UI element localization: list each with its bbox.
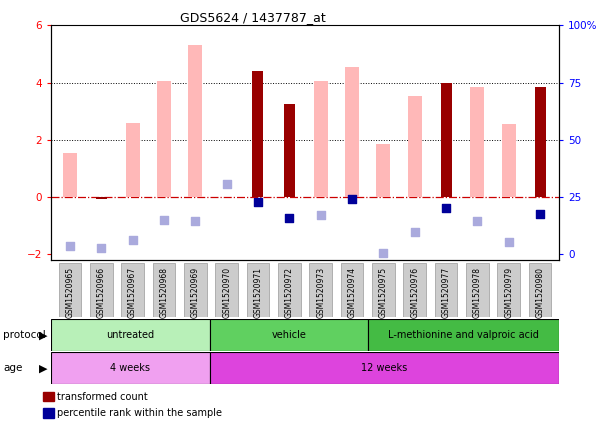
Text: 4 weeks: 4 weeks xyxy=(111,363,150,373)
FancyBboxPatch shape xyxy=(372,263,395,317)
Text: GSM1520980: GSM1520980 xyxy=(535,266,545,318)
Text: GSM1520968: GSM1520968 xyxy=(159,266,168,318)
Text: 12 weeks: 12 weeks xyxy=(361,363,407,373)
FancyBboxPatch shape xyxy=(210,319,368,351)
Bar xyxy=(284,104,295,197)
Point xyxy=(65,243,75,250)
Text: GSM1520967: GSM1520967 xyxy=(128,266,137,318)
FancyBboxPatch shape xyxy=(90,263,112,317)
Text: GDS5624 / 1437787_at: GDS5624 / 1437787_at xyxy=(180,11,325,24)
Bar xyxy=(376,144,391,197)
Text: GSM1520978: GSM1520978 xyxy=(473,266,482,318)
Text: protocol: protocol xyxy=(3,330,46,340)
Text: GSM1520966: GSM1520966 xyxy=(97,266,106,318)
FancyBboxPatch shape xyxy=(403,263,426,317)
FancyBboxPatch shape xyxy=(210,352,559,384)
Point xyxy=(96,245,106,252)
Bar xyxy=(441,82,451,197)
Point xyxy=(128,237,138,244)
Text: transformed count: transformed count xyxy=(57,392,148,402)
Bar xyxy=(407,96,422,197)
Text: GSM1520970: GSM1520970 xyxy=(222,266,231,318)
FancyBboxPatch shape xyxy=(435,263,457,317)
Point xyxy=(159,217,169,223)
FancyBboxPatch shape xyxy=(184,263,207,317)
Bar xyxy=(471,87,484,197)
Text: untreated: untreated xyxy=(106,330,154,340)
Text: GSM1520977: GSM1520977 xyxy=(442,266,451,318)
Point xyxy=(379,250,388,256)
Bar xyxy=(126,123,139,197)
Point xyxy=(441,205,451,212)
Text: GSM1520974: GSM1520974 xyxy=(347,266,356,318)
Bar xyxy=(314,81,328,197)
FancyBboxPatch shape xyxy=(278,263,300,317)
Text: L-methionine and valproic acid: L-methionine and valproic acid xyxy=(388,330,539,340)
Point xyxy=(410,228,419,235)
FancyBboxPatch shape xyxy=(153,263,175,317)
FancyBboxPatch shape xyxy=(310,263,332,317)
FancyBboxPatch shape xyxy=(466,263,489,317)
Point xyxy=(535,211,545,218)
Bar xyxy=(63,153,77,197)
FancyBboxPatch shape xyxy=(51,352,210,384)
Point xyxy=(316,212,326,218)
Bar xyxy=(502,124,516,197)
Text: age: age xyxy=(3,363,22,373)
Bar xyxy=(157,81,171,197)
Point xyxy=(472,218,482,225)
FancyBboxPatch shape xyxy=(498,263,520,317)
Text: GSM1520965: GSM1520965 xyxy=(66,266,75,318)
FancyBboxPatch shape xyxy=(529,263,551,317)
Point xyxy=(347,196,357,203)
Text: GSM1520976: GSM1520976 xyxy=(410,266,419,318)
Bar xyxy=(96,197,107,200)
Bar xyxy=(535,87,546,197)
Bar xyxy=(252,71,263,197)
Point xyxy=(504,238,514,245)
Text: GSM1520972: GSM1520972 xyxy=(285,266,294,318)
Point xyxy=(191,217,200,224)
Text: percentile rank within the sample: percentile rank within the sample xyxy=(57,408,222,418)
Text: GSM1520969: GSM1520969 xyxy=(191,266,200,318)
FancyBboxPatch shape xyxy=(246,263,269,317)
Text: GSM1520979: GSM1520979 xyxy=(504,266,513,318)
FancyBboxPatch shape xyxy=(215,263,238,317)
Text: ▶: ▶ xyxy=(39,330,47,340)
FancyBboxPatch shape xyxy=(368,319,559,351)
Bar xyxy=(345,67,359,197)
FancyBboxPatch shape xyxy=(341,263,364,317)
Point xyxy=(284,214,294,221)
Text: ▶: ▶ xyxy=(39,363,47,373)
Text: GSM1520973: GSM1520973 xyxy=(316,266,325,318)
Point xyxy=(253,199,263,206)
Text: GSM1520971: GSM1520971 xyxy=(254,266,263,318)
Bar xyxy=(188,45,203,197)
Text: GSM1520975: GSM1520975 xyxy=(379,266,388,318)
Point xyxy=(222,181,231,188)
FancyBboxPatch shape xyxy=(121,263,144,317)
Text: vehicle: vehicle xyxy=(272,330,307,340)
FancyBboxPatch shape xyxy=(59,263,81,317)
FancyBboxPatch shape xyxy=(51,319,210,351)
